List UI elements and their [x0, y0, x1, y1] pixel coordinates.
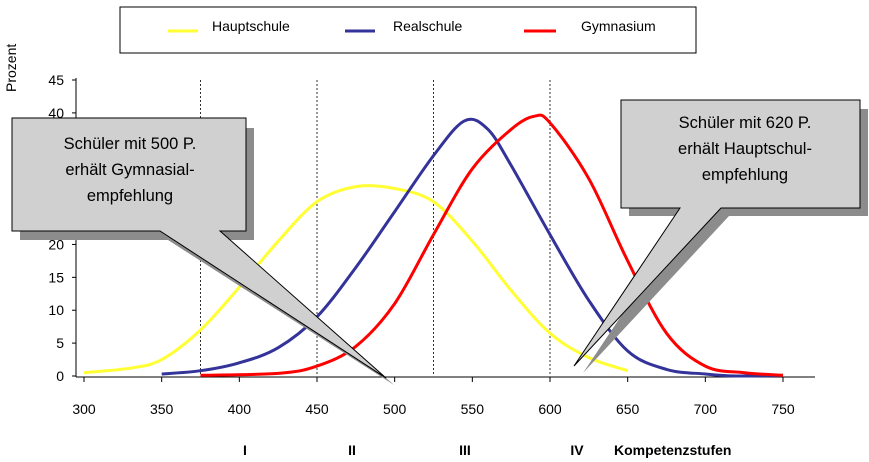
- y-tick-label-15: 15: [48, 269, 64, 285]
- stage-label-IV: IV: [570, 442, 584, 458]
- callout-right-line-1: Schüler mit 620 P.: [679, 114, 812, 132]
- x-tick-label-700: 700: [694, 401, 718, 417]
- y-tick-label-20: 20: [48, 236, 64, 252]
- legend-label-hauptschule: Hauptschule: [212, 18, 290, 34]
- x-tick-label-600: 600: [538, 401, 562, 417]
- series-group: [83, 113, 784, 378]
- callout-right-bubble: [573, 99, 861, 367]
- callout-left-bubble: [11, 117, 387, 379]
- callout-left-line-1: Schüler mit 500 P.: [64, 135, 197, 153]
- y-tick-label-40: 40: [48, 105, 64, 121]
- stage-label-group: I II III IV: [243, 442, 584, 458]
- callout-left-line-2: erhält Gymnasial-: [65, 161, 194, 179]
- x-tick-label-750: 750: [771, 401, 795, 417]
- callout-right-line-2: erhält Hauptschul-: [678, 140, 812, 158]
- stage-label-I: I: [243, 442, 247, 458]
- y-tick-label-5: 5: [56, 335, 64, 351]
- x-axis-title: Kompetenzstufen: [614, 442, 731, 458]
- legend-label-realschule: Realschule: [393, 18, 462, 34]
- y-tick-label-10: 10: [48, 302, 64, 318]
- series-line-hauptschule: [83, 184, 629, 375]
- x-tick-label-350: 350: [150, 401, 174, 417]
- x-tick-label-300: 300: [72, 401, 96, 417]
- callout-left: Schüler mit 500 P. erhält Gymnasial- emp…: [11, 117, 394, 385]
- callout-right-line-3: empfehlung: [702, 166, 788, 184]
- x-tick-label-500: 500: [383, 401, 407, 417]
- y-tick-label-45: 45: [48, 72, 64, 88]
- x-tick-label-650: 650: [616, 401, 640, 417]
- x-tick-label-550: 550: [461, 401, 485, 417]
- legend: Hauptschule Realschule Gymnasium: [119, 6, 697, 54]
- x-tick-label-400: 400: [228, 401, 252, 417]
- x-tick-label-450: 450: [305, 401, 329, 417]
- y-axis-title: Prozent: [3, 44, 19, 92]
- callout-left-line-3: empfehlung: [87, 187, 173, 205]
- legend-frame: [119, 6, 697, 54]
- legend-label-gymnasium: Gymnasium: [581, 18, 656, 34]
- series-line-gymnasium: [200, 113, 784, 377]
- callout-right: Schüler mit 620 P. erhält Hauptschul- em…: [573, 99, 868, 373]
- x-tick-group: 300 350 400 450 500 550 600 650 700 750: [72, 377, 795, 417]
- series-line-realschule: [161, 117, 784, 378]
- stage-label-II: II: [348, 442, 356, 458]
- stage-label-III: III: [459, 442, 471, 458]
- y-tick-label-0: 0: [56, 368, 64, 384]
